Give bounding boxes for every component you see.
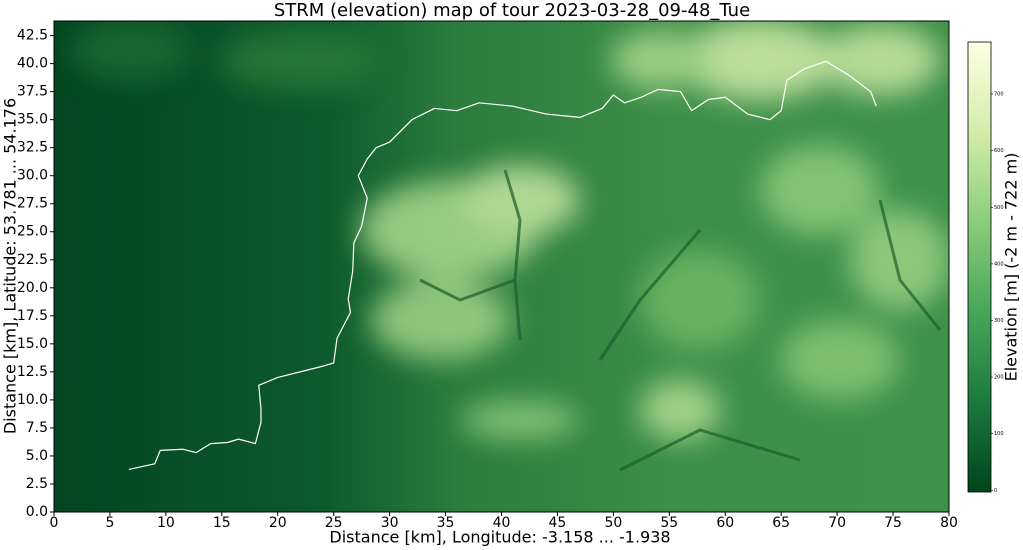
colorbar-tick-label: 400 xyxy=(994,261,1004,267)
x-tick-label: 60 xyxy=(716,515,734,531)
x-tick-label: 0 xyxy=(50,515,59,531)
x-tick-label: 25 xyxy=(325,515,343,531)
x-tick-label: 35 xyxy=(437,515,455,531)
y-tick-label: 7.5 xyxy=(26,420,48,436)
x-tick-label: 75 xyxy=(884,515,902,531)
y-tick-label: 27.5 xyxy=(17,196,48,212)
x-tick-label: 70 xyxy=(828,515,846,531)
y-tick-label: 22.5 xyxy=(17,252,48,268)
chart-title: STRM (elevation) map of tour 2023-03-28_… xyxy=(274,0,750,21)
y-tick-label: 5.0 xyxy=(26,448,48,464)
tour-track xyxy=(128,60,877,470)
y-tick-label: 37.5 xyxy=(17,84,48,100)
y-tick-label: 12.5 xyxy=(17,364,48,380)
y-tick-label: 30.0 xyxy=(17,168,48,184)
colorbar-tick-label: 200 xyxy=(994,375,1004,381)
y-tick-label: 20.0 xyxy=(17,280,48,296)
terrain-image xyxy=(54,21,949,512)
y-tick-label: 35.0 xyxy=(17,112,48,128)
x-tick-label: 15 xyxy=(213,515,231,531)
x-tick-label: 65 xyxy=(772,515,790,531)
y-tick-label: 2.5 xyxy=(26,476,48,492)
x-tick-label: 30 xyxy=(381,515,399,531)
y-tick-label: 25.0 xyxy=(17,224,48,240)
y-tick-label: 40.0 xyxy=(17,56,48,72)
colorbar-tick-label: 700 xyxy=(994,92,1004,98)
colorbar-tick-label: 100 xyxy=(994,431,1004,437)
x-tick-label: 55 xyxy=(660,515,678,531)
x-tick-label: 5 xyxy=(105,515,114,531)
y-tick-label: 17.5 xyxy=(17,308,48,324)
x-tick-label: 45 xyxy=(549,515,567,531)
colorbar xyxy=(967,41,992,493)
x-tick-label: 40 xyxy=(493,515,511,531)
y-tick-label: 10.0 xyxy=(17,392,48,408)
x-tick-label: 20 xyxy=(269,515,287,531)
y-tick-label: 32.5 xyxy=(17,140,48,156)
x-tick-label: 80 xyxy=(940,515,958,531)
colorbar-tick-label: 0 xyxy=(994,488,997,494)
colorbar-tick-label: 600 xyxy=(994,148,1004,154)
y-tick-label: 42.5 xyxy=(17,28,48,44)
y-axis-label: Distance [km], Latitude: 53.781 ... 54.1… xyxy=(1,98,20,434)
colorbar-tick-label: 300 xyxy=(994,318,1004,324)
x-tick-label: 10 xyxy=(157,515,175,531)
colorbar-label: Elevation [m] (-2 m - 722 m) xyxy=(1002,153,1021,382)
colorbar-tick-label: 500 xyxy=(994,205,1004,211)
x-axis-label: Distance [km], Longitude: -3.158 ... -1.… xyxy=(329,528,670,547)
y-tick-label: 0.0 xyxy=(26,504,48,520)
x-tick-label: 50 xyxy=(604,515,622,531)
y-tick-label: 15.0 xyxy=(17,336,48,352)
